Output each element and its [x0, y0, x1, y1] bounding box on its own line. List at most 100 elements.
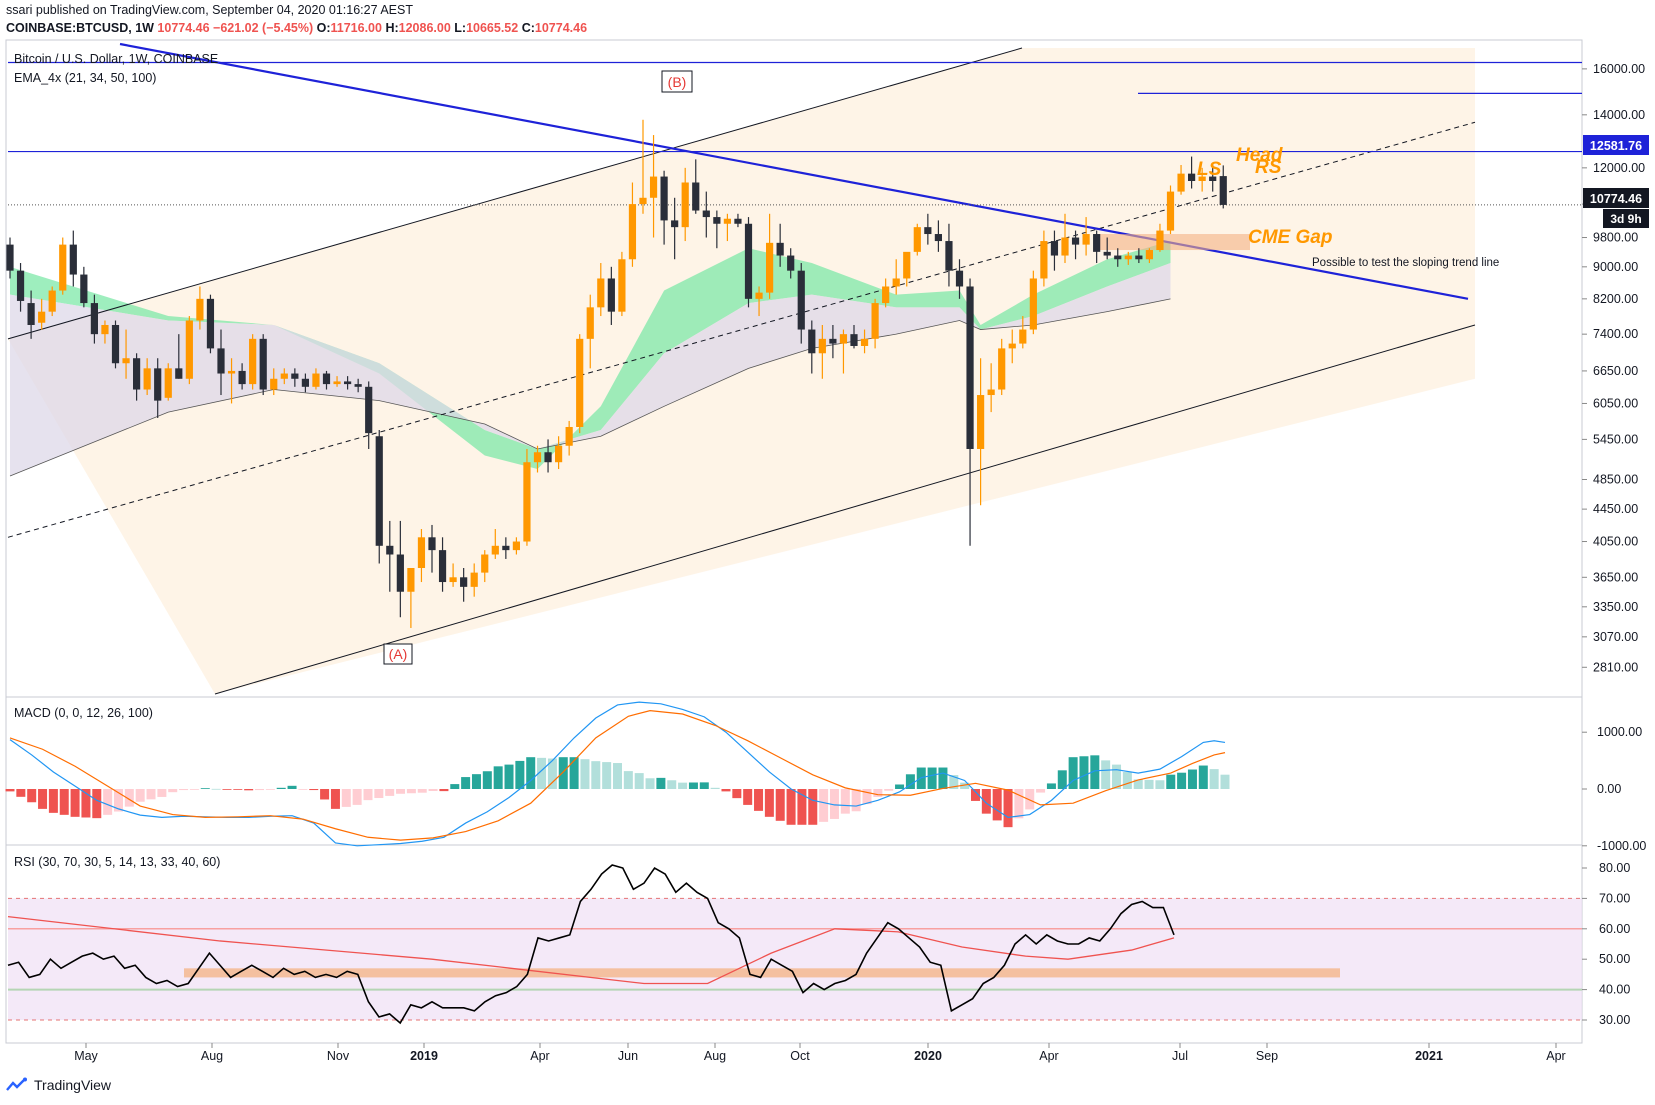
- candle-body: [38, 311, 46, 323]
- candle-body: [1114, 255, 1122, 260]
- candle-body: [460, 577, 468, 587]
- candle-body: [185, 320, 193, 379]
- candle-body: [206, 298, 215, 349]
- macd-histogram-bar: [623, 771, 633, 789]
- candle-body: [913, 227, 921, 252]
- candle-body: [818, 338, 826, 354]
- macd-histogram-bar: [1014, 789, 1024, 819]
- macd-histogram-bar: [200, 788, 210, 790]
- macd-histogram-bar: [385, 789, 395, 796]
- macd-histogram-bar: [27, 789, 37, 803]
- high-label: H:: [385, 21, 399, 35]
- candle-body: [491, 545, 499, 555]
- symbol-label: COINBASE:BTCUSD: [6, 21, 129, 35]
- macd-histogram-bar: [656, 777, 666, 789]
- macd-histogram-bar: [70, 789, 80, 817]
- candle-body: [175, 368, 183, 379]
- close-label: C:: [521, 21, 535, 35]
- candle-body: [723, 218, 731, 224]
- time-tick-label: May: [74, 1049, 98, 1063]
- rsi-tick-label: 40.00: [1599, 983, 1630, 997]
- wave-b-box: [661, 70, 693, 93]
- rsi-tick-label: 60.00: [1599, 922, 1630, 936]
- macd-histogram-bar: [189, 789, 199, 790]
- candle-body: [882, 286, 890, 304]
- macd-histogram-bar: [1166, 774, 1176, 789]
- macd-histogram-bar: [1101, 760, 1111, 789]
- macd-histogram-bar: [1198, 765, 1208, 789]
- macd-histogram-bar: [862, 789, 872, 805]
- last-price-text: 10774.46: [1590, 192, 1642, 206]
- candle-body: [59, 244, 67, 291]
- macd-histogram-bar: [1177, 772, 1187, 789]
- candle-body: [27, 303, 35, 325]
- candle-body: [734, 218, 742, 224]
- time-tick-label: Nov: [327, 1049, 350, 1063]
- candle-body: [660, 176, 668, 221]
- price-tick-label: 9800.00: [1593, 231, 1638, 245]
- candle-body: [470, 572, 478, 587]
- macd-histogram-bar: [905, 774, 915, 789]
- candle-body: [649, 176, 658, 198]
- macd-histogram-bar: [721, 789, 731, 792]
- price-tick-label: 8200.00: [1593, 292, 1638, 306]
- macd-histogram-bar: [580, 759, 590, 789]
- candle-body: [977, 395, 985, 449]
- candle-body: [270, 378, 278, 390]
- candle-body: [945, 241, 953, 271]
- macd-histogram-bar: [244, 789, 254, 791]
- candle-body: [16, 270, 25, 301]
- candle-body: [301, 378, 309, 387]
- price-tick-label: 9000.00: [1593, 260, 1638, 274]
- macd-histogram-bar: [352, 789, 362, 805]
- candle-body: [312, 373, 320, 387]
- candle-body: [892, 278, 900, 287]
- rsi-tick-label: 50.00: [1599, 952, 1630, 966]
- macd-histogram-bar: [927, 767, 937, 789]
- candle-body: [860, 338, 869, 346]
- candle-body: [133, 358, 141, 390]
- price-tick-label: 7400.00: [1593, 327, 1638, 341]
- interval-label: 1W: [135, 21, 154, 35]
- candle-body: [90, 303, 98, 335]
- candle-body: [1061, 237, 1069, 256]
- price-tick-label: 5450.00: [1593, 432, 1638, 446]
- candle-body: [1019, 329, 1027, 344]
- close-value: 10774.46: [534, 21, 588, 35]
- macd-histogram-bar: [602, 762, 612, 789]
- macd-histogram-bar: [591, 761, 601, 789]
- macd-histogram-bar: [970, 789, 980, 801]
- right-shoulder-label: RS: [1255, 157, 1282, 178]
- low-label: L:: [454, 21, 467, 35]
- candle-body: [6, 244, 14, 271]
- macd-histogram-bar: [1003, 789, 1013, 828]
- macd-histogram-bar: [113, 789, 123, 812]
- candle-body: [80, 274, 88, 304]
- last-value: 10774.46: [157, 21, 210, 35]
- candle-body: [787, 255, 795, 271]
- candle-body: [1177, 173, 1185, 192]
- macd-histogram-bar: [363, 789, 373, 801]
- time-tick-label: Sep: [1256, 1049, 1278, 1063]
- price-tick-label: 14000.00: [1593, 108, 1645, 122]
- candle-body: [1093, 234, 1101, 252]
- macd-histogram-bar: [1036, 789, 1046, 793]
- macd-histogram-bar: [819, 789, 829, 822]
- macd-histogram-bar: [287, 785, 297, 789]
- macd-histogram-bar: [48, 789, 58, 813]
- candle-body: [196, 298, 204, 321]
- candle-body: [639, 197, 647, 205]
- footer-brand[interactable]: TradingView: [6, 1077, 111, 1093]
- candle-body: [671, 220, 679, 228]
- candle-body: [1103, 251, 1111, 256]
- ema-slow-ribbon: [10, 263, 1171, 476]
- macd-histogram-bar: [5, 789, 15, 792]
- macd-histogram-bar: [92, 789, 102, 819]
- high-value: 12086.00: [398, 21, 451, 35]
- macd-histogram-bar: [981, 789, 991, 814]
- macd-histogram-bar: [960, 782, 970, 789]
- wave-a-label: (A): [389, 646, 408, 662]
- candle-body: [1219, 176, 1227, 205]
- candle-body: [1124, 255, 1132, 260]
